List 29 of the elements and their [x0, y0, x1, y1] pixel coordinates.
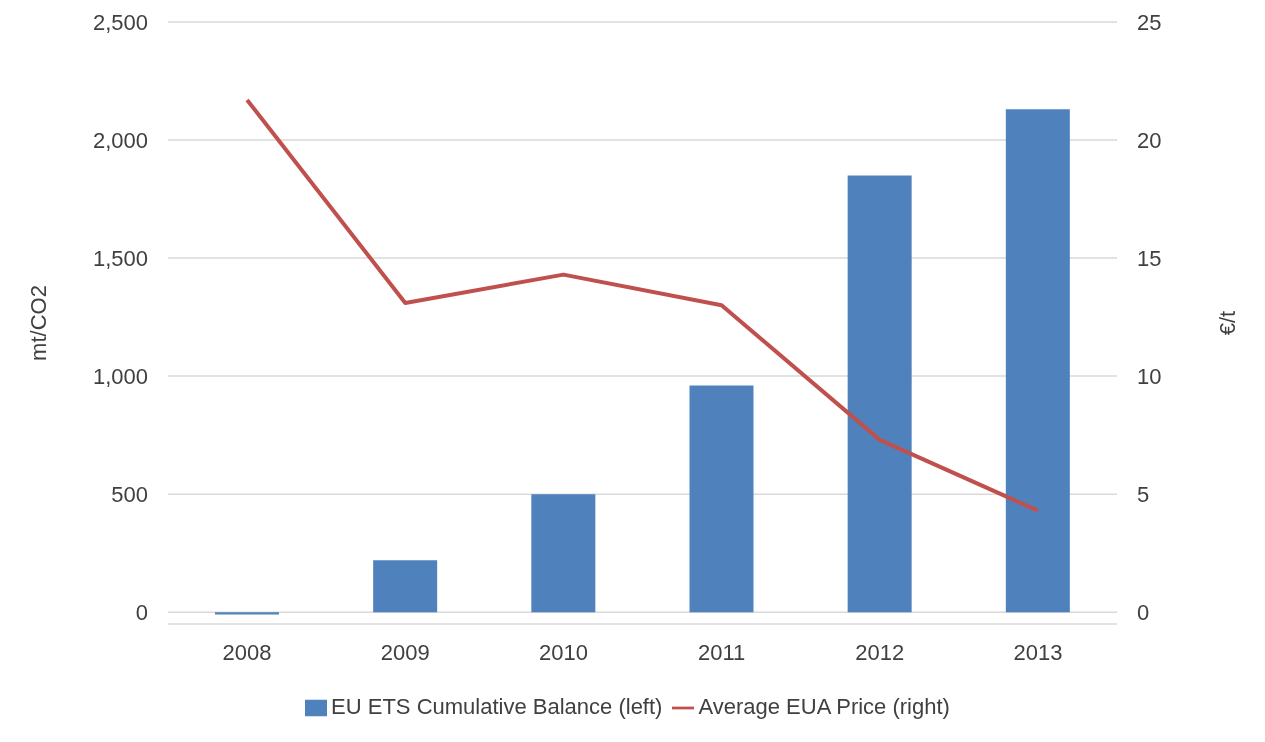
y-tick-label: 1,500	[92, 245, 148, 271]
y-tick-label: 1,000	[92, 363, 148, 389]
line-series	[245, 97, 1040, 513]
x-tick-label: 2009	[380, 639, 430, 665]
bar	[215, 612, 279, 615]
y2-tick-label: 10	[1137, 363, 1162, 389]
x-tick-label: 2012	[855, 639, 905, 665]
bar	[689, 385, 754, 613]
y2-axis-title: €/t	[1214, 310, 1240, 336]
y-tick-label: 500	[111, 481, 148, 507]
y2-tick-label: 0	[1137, 600, 1150, 626]
legend-label: EU ETS Cumulative Balance (left)	[331, 694, 663, 719]
x-tick-label: 2011	[697, 639, 746, 665]
y2-tick-label: 25	[1137, 9, 1162, 35]
y-tick-label: 2,000	[92, 127, 148, 153]
bar	[531, 494, 596, 613]
legend-label: Average EUA Price (right)	[698, 694, 950, 719]
y-axis-title: mt/CO2	[25, 285, 51, 361]
y2-tick-label: 5	[1137, 481, 1150, 507]
y-tick-label: 2,500	[92, 9, 148, 35]
bar	[847, 175, 912, 613]
y2-tick-label: 15	[1137, 245, 1162, 271]
x-tick-label: 2013	[1013, 639, 1063, 665]
bar	[1005, 109, 1070, 613]
x-tick-label: 2010	[538, 639, 588, 665]
x-tick-label: 2008	[222, 639, 272, 665]
y-tick-label: 0	[135, 600, 148, 626]
y2-tick-label: 20	[1137, 127, 1162, 153]
bar	[373, 560, 438, 613]
